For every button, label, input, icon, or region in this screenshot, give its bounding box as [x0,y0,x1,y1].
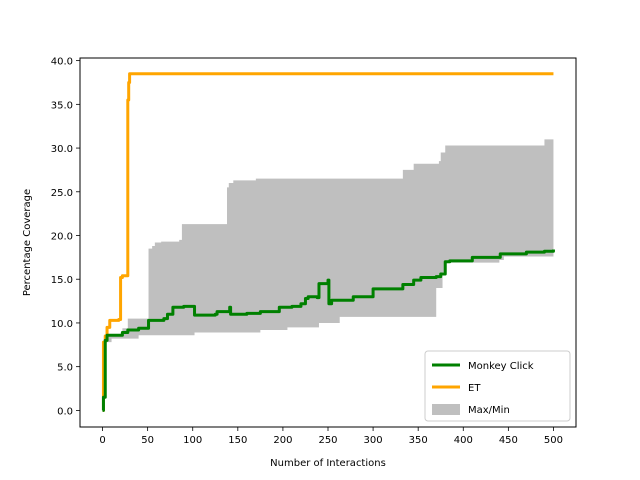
legend-label-monkey-click: Monkey Click [468,361,534,372]
axes: 0 50 100 150 200 250 300 350 400 450 500 0.0 5.0 10.0… [51,57,577,446]
x-tick-label: 450 [499,435,518,446]
y-tick-label: 25.0 [51,188,73,199]
series-band-maxmin [102,139,554,411]
legend-box [424,350,571,422]
legend-label-max-min: Max/Min [468,405,510,416]
x-tick-label: 50 [141,435,154,446]
x-tick-label: 350 [409,435,428,446]
y-tick-label: 40.0 [51,57,73,68]
x-tick-label: 500 [544,435,563,446]
legend-label-et: ET [468,383,481,394]
y-tick-label: 5.0 [57,363,73,374]
x-tick-label: 150 [228,435,247,446]
legend: Monkey Click ET Max/Min [424,350,571,422]
y-tick-label: 15.0 [51,275,73,286]
series-line-monkey-click [101,249,555,412]
x-tick-label: 200 [273,435,292,446]
legend-swatch-max-min [432,404,460,415]
y-tick-label: 35.0 [51,100,73,111]
y-tick-label: 0.0 [57,406,73,417]
y-tick-label: 10.0 [51,319,73,330]
x-tick-label: 400 [454,435,473,446]
x-tick-label: 300 [364,435,383,446]
plot-area [101,72,555,412]
y-tick-label: 30.0 [51,144,73,155]
x-axis-label: Number of Interactions [270,458,386,469]
series-line-et [101,72,554,412]
x-tick-label: 100 [183,435,202,446]
y-tick-label: 20.0 [51,232,73,243]
x-tick-label: 0 [99,435,105,446]
x-tick-label: 250 [318,435,337,446]
y-axis-label: Percentage Coverage [22,189,33,296]
